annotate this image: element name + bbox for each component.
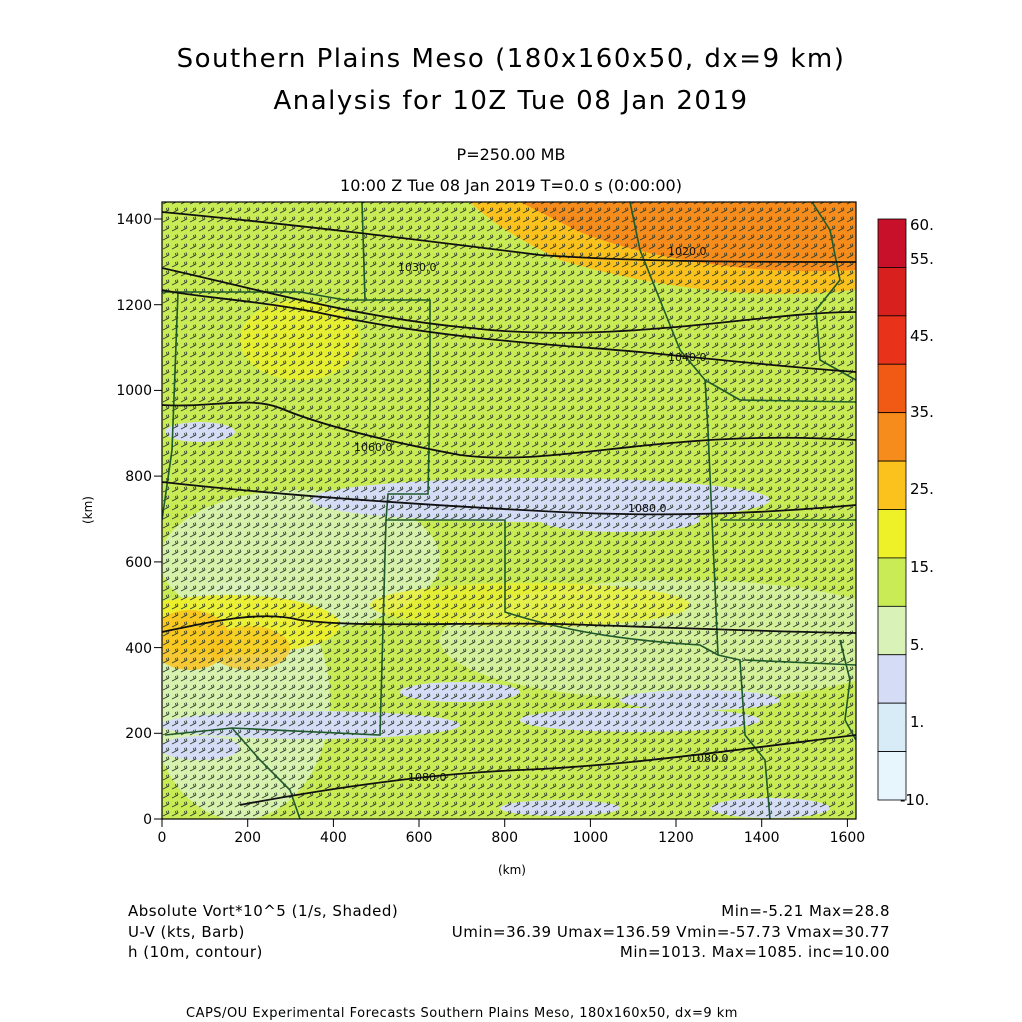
x-axis-ticks xyxy=(161,819,848,827)
y-tick-label: 200 xyxy=(125,726,152,742)
x-tick-label: 0 xyxy=(158,830,167,846)
contour-labels: 1020.0 1030.0 1040.0 1060.0 1080.0 1080.… xyxy=(354,245,729,784)
x-axis-label: (km) xyxy=(498,863,526,877)
colorbar-label: 35. xyxy=(910,403,934,421)
state-boundaries xyxy=(162,202,856,819)
level-label: P=250.00 MB xyxy=(456,145,566,164)
x-tick-label: 1200 xyxy=(658,830,694,846)
colorbar-swatch xyxy=(877,412,907,462)
x-tick-label: 600 xyxy=(406,830,433,846)
colorbar-swatch xyxy=(877,654,907,704)
time-label: 10:00 Z Tue 08 Jan 2019 T=0.0 s (0:00:00… xyxy=(340,176,682,195)
field1-label: Absolute Vort*10^5 (1/s, Shaded) xyxy=(128,902,399,920)
x-tick-label: 200 xyxy=(234,830,261,846)
contour-label: 1080.0 xyxy=(408,771,447,784)
field3-stats: Min=1013. Max=1085. inc=10.00 xyxy=(619,943,890,961)
y-tick-label: 800 xyxy=(125,469,152,485)
colorbar-swatch xyxy=(877,315,907,365)
colorbar-swatch xyxy=(877,605,907,656)
credit-line: CAPS/OU Experimental Forecasts Southern … xyxy=(186,1006,738,1021)
colorbar-label: 1. xyxy=(910,713,924,731)
colorbar-swatch xyxy=(877,509,907,559)
colorbar-label: 15. xyxy=(910,558,934,576)
contour-label: 1060.0 xyxy=(354,441,393,454)
field3-label: h (10m, contour) xyxy=(128,943,263,961)
colorbar-swatch xyxy=(877,267,907,317)
colorbar-label: 25. xyxy=(910,480,934,498)
x-tick-label: 800 xyxy=(491,830,518,846)
contour-label: 1030.0 xyxy=(398,261,437,274)
y-tick-label: 1400 xyxy=(116,212,152,228)
contour-label: 1080.0 xyxy=(628,502,667,515)
x-tick-label: 1400 xyxy=(744,830,780,846)
contour-label: 1040.0 xyxy=(668,351,707,364)
y-tick-label: 0 xyxy=(143,812,152,828)
wind-barbs xyxy=(162,202,856,819)
colorbar-swatch xyxy=(877,702,907,752)
contour-label: 1020.0 xyxy=(668,245,707,258)
y-axis-ticks xyxy=(154,218,162,820)
x-tick-label: 1600 xyxy=(830,830,866,846)
colorbar-labels: 60. 55. 45. 35. 25. 15. 5. 1. -10. xyxy=(900,216,934,809)
plot-frame xyxy=(161,201,857,820)
contour-label: 1080.0 xyxy=(690,752,729,765)
y-axis-label: (km) xyxy=(81,496,95,524)
colorbar-label: 60. xyxy=(910,216,934,234)
title-line-2: Analysis for 10Z Tue 08 Jan 2019 xyxy=(273,86,749,116)
y-tick-label: 1200 xyxy=(116,298,152,314)
colorbar-label: -10. xyxy=(900,791,929,809)
y-tick-label: 1000 xyxy=(116,383,152,399)
height-contours xyxy=(162,211,856,806)
colorbar xyxy=(877,218,907,801)
x-tick-label: 1000 xyxy=(573,830,609,846)
field2-stats: Umin=36.39 Umax=136.59 Vmin=-57.73 Vmax=… xyxy=(451,923,890,941)
x-tick-label: 400 xyxy=(320,830,347,846)
title-line-1: Southern Plains Meso (180x160x50, dx=9 k… xyxy=(176,44,846,74)
colorbar-label: 5. xyxy=(910,636,924,654)
colorbar-label: 45. xyxy=(910,327,934,345)
x-axis-tick-labels: 0 200 400 600 800 1000 1200 1400 1600 xyxy=(158,830,866,846)
field2-label: U-V (kts, Barb) xyxy=(128,923,245,941)
colorbar-swatch xyxy=(877,751,907,801)
colorbar-swatch xyxy=(877,460,907,510)
field1-stats: Min=-5.21 Max=28.8 xyxy=(721,902,890,920)
colorbar-swatch xyxy=(877,218,907,268)
colorbar-swatch xyxy=(877,363,907,414)
y-axis-tick-labels: 0 200 400 600 800 1000 1200 1400 xyxy=(116,212,152,828)
colorbar-swatch xyxy=(877,557,907,607)
y-tick-label: 400 xyxy=(125,641,152,657)
colorbar-label: 55. xyxy=(910,250,934,268)
y-tick-label: 600 xyxy=(125,555,152,571)
